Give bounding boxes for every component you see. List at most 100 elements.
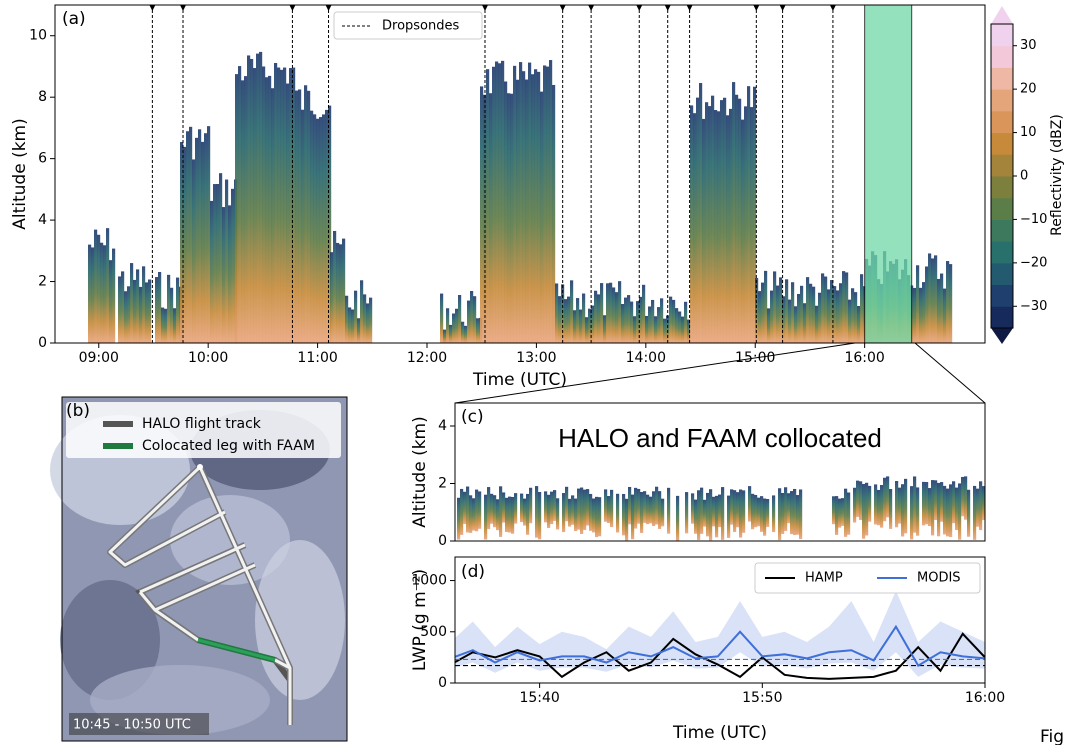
radar-echo — [180, 142, 184, 343]
radar-echo — [342, 238, 346, 343]
radar-echo — [943, 485, 947, 535]
dropsonde-marker — [779, 5, 786, 11]
radar-echo — [565, 486, 569, 522]
radar-echo — [648, 306, 652, 343]
radar-echo — [934, 480, 938, 520]
radar-echo — [262, 66, 266, 343]
radar-echo — [189, 126, 193, 344]
radar-echo — [286, 83, 290, 344]
radar-echo — [922, 481, 926, 526]
radar-echo — [222, 207, 226, 343]
radar-echo — [922, 282, 926, 343]
radar-echo — [568, 498, 572, 527]
radar-echo — [714, 110, 718, 344]
radar-echo — [856, 480, 860, 517]
y-tick-label: 2 — [38, 274, 47, 290]
radar-echo — [170, 287, 174, 343]
colorbar-tick-label: 0 — [1020, 169, 1028, 184]
radar-echo — [848, 299, 852, 343]
radar-echo — [958, 483, 962, 540]
radar-echo — [687, 319, 691, 343]
radar-echo — [283, 67, 287, 343]
radar-echo — [103, 245, 107, 343]
radar-echo — [940, 482, 944, 522]
radar-echo — [366, 303, 370, 343]
radar-echo — [139, 286, 143, 343]
radar-echo — [600, 283, 604, 343]
radar-echo — [505, 497, 509, 533]
y-tick-label: 10 — [29, 28, 47, 44]
radar-echo — [694, 499, 698, 534]
radar-echo — [244, 76, 248, 343]
radar-echo — [928, 488, 932, 527]
radar-echo — [729, 108, 733, 343]
radar-echo — [857, 306, 861, 343]
radar-echo — [464, 325, 468, 343]
x-tick-label: 12:00 — [407, 350, 447, 366]
radar-echo — [818, 292, 822, 343]
radar-echo — [519, 62, 523, 344]
radar-echo — [457, 497, 461, 540]
radar-echo — [708, 106, 712, 343]
panel-label: (b) — [66, 401, 90, 421]
radar-echo — [595, 496, 599, 538]
axes-frame — [454, 402, 986, 542]
panel-label: (d) — [461, 562, 485, 582]
radar-echo — [931, 258, 935, 343]
radar-echo — [877, 489, 881, 526]
radar-echo — [776, 285, 780, 343]
dropsonde-marker — [636, 5, 643, 11]
radar-echo — [937, 482, 941, 537]
radar-echo — [483, 94, 487, 343]
radar-echo — [646, 494, 650, 525]
radar-echo — [598, 497, 602, 537]
dropsonde-marker — [753, 5, 760, 11]
radar-echo — [446, 308, 450, 343]
annotation: HALO and FAAM collocated — [558, 423, 882, 453]
radar-echo — [678, 311, 682, 343]
colorbar-band — [991, 89, 1013, 112]
radar-echo — [561, 284, 565, 343]
radar-echo — [549, 60, 553, 343]
radar-echo — [186, 131, 190, 343]
radar-echo — [672, 299, 676, 343]
y-tick-label: 4 — [38, 212, 47, 228]
radar-echo — [696, 97, 700, 343]
radar-echo — [313, 114, 317, 343]
radar-echo — [476, 318, 480, 343]
radar-echo — [204, 133, 208, 343]
x-tick-label: 15:50 — [742, 690, 782, 706]
radar-echo — [534, 69, 538, 343]
x-tick-label: 09:00 — [79, 350, 119, 366]
radar-echo — [711, 95, 715, 343]
radar-echo — [528, 62, 532, 344]
radar-echo — [369, 297, 373, 343]
legend-box — [754, 562, 981, 594]
radar-echo — [586, 489, 590, 526]
radar-echo — [766, 499, 770, 527]
radar-echo — [925, 482, 929, 525]
radar-echo — [231, 188, 235, 343]
panel-label: (c) — [461, 407, 484, 427]
radar-echo — [693, 113, 697, 344]
radar-echo — [744, 106, 748, 343]
radar-echo — [516, 79, 520, 344]
legend-label: MODIS — [917, 571, 961, 586]
radar-echo — [277, 67, 281, 343]
radar-echo — [651, 299, 655, 343]
radar-echo — [495, 61, 499, 343]
radar-echo — [484, 494, 488, 540]
radar-echo — [703, 499, 707, 527]
radar-echo — [919, 287, 923, 343]
time-label: 10:45 - 10:50 UTC — [73, 718, 191, 733]
radar-echo — [925, 266, 929, 343]
colorbar-band — [991, 45, 1013, 68]
radar-echo — [931, 480, 935, 536]
y-tick-label: 0 — [438, 675, 447, 691]
colorbar-band — [991, 197, 1013, 220]
radar-echo — [580, 487, 584, 534]
radar-echo — [289, 68, 293, 344]
radar-echo — [797, 293, 801, 343]
radar-echo — [486, 69, 490, 344]
radar-echoes — [88, 51, 986, 541]
